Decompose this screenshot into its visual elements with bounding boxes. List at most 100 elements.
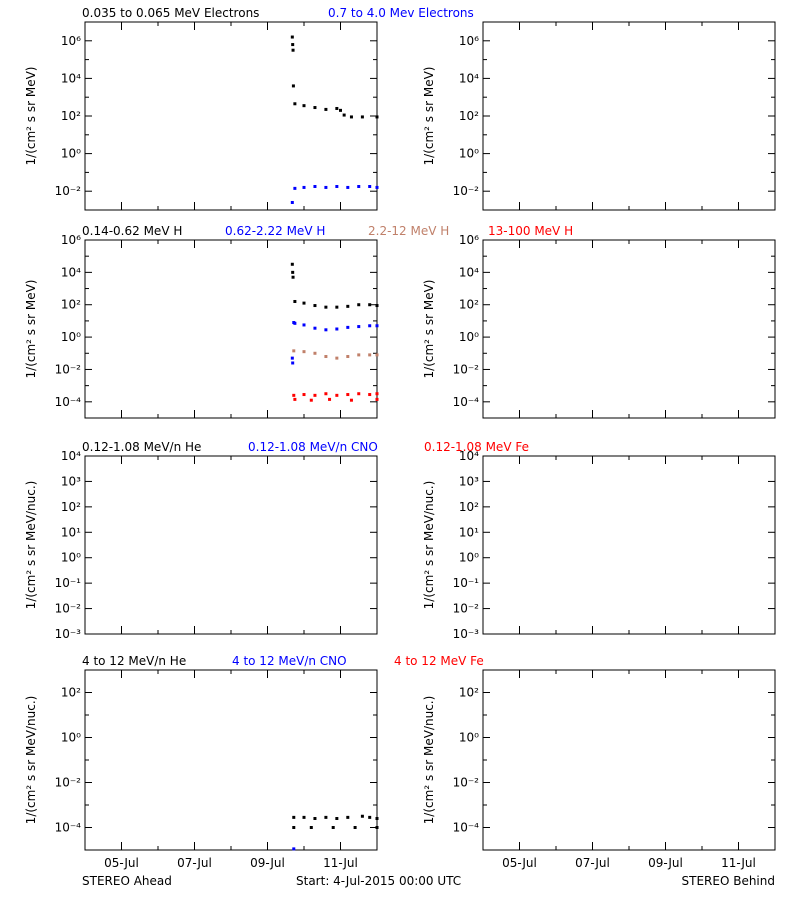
ytick-label-low-energy-ions-ahead-7: 10⁴: [61, 449, 81, 463]
data-point-electrons-0-11: [349, 115, 353, 119]
data-point-electrons-0-8: [335, 106, 339, 110]
panel-frame-high-energy-ions-behind: [482, 669, 776, 851]
data-point-protons-0-2: [291, 275, 295, 279]
ytick-label-low-energy-ions-behind-7: 10⁴: [459, 449, 479, 463]
data-point-electrons-1-2: [302, 185, 306, 189]
data-point-protons-3-2: [313, 393, 317, 397]
panel-frame-protons-behind: [482, 239, 776, 419]
ytick-label-protons-ahead-4: 10⁴: [61, 265, 81, 279]
panel-frame-electrons-behind: [482, 21, 776, 211]
data-point-protons-0-6: [324, 305, 328, 309]
y-axis-label-low-energy-ions-behind: 1/(cm² s sr MeV/nuc.): [422, 481, 436, 610]
data-point-protons-1-1: [291, 361, 295, 365]
ytick-label-high-energy-ions-ahead-1: 10⁻²: [55, 776, 82, 790]
data-point-protons-2-3: [324, 355, 328, 359]
ytick-label-high-energy-ions-behind-3: 10²: [459, 686, 479, 700]
ytick-label-low-energy-ions-ahead-3: 10⁰: [61, 551, 81, 565]
data-point-high-energy-ions-1-0: [292, 847, 296, 851]
data-point-protons-0-0: [290, 262, 294, 266]
data-point-electrons-0-9: [339, 108, 342, 112]
panel-frame-low-energy-ions-behind: [482, 455, 776, 635]
ytick-label-protons-behind-0: 10⁻⁴: [453, 395, 480, 409]
data-point-protons-1-9: [357, 325, 361, 329]
data-point-protons-0-11: [375, 304, 379, 308]
legend-protons-2: 2.2-12 MeV H: [368, 224, 449, 238]
ytick-label-protons-behind-4: 10⁴: [459, 265, 479, 279]
data-point-protons-2-8: [375, 353, 379, 357]
data-point-protons-2-6: [357, 353, 361, 357]
y-axis-label-high-energy-ions-behind: 1/(cm² s sr MeV/nuc.): [422, 696, 436, 825]
data-point-high-energy-ions-0-1: [302, 815, 306, 819]
data-point-electrons-0-10: [342, 113, 346, 117]
ytick-label-electrons-ahead-0: 10⁻²: [55, 184, 82, 198]
panel-frame-electrons-ahead: [84, 21, 378, 211]
ytick-label-low-energy-ions-behind-4: 10¹: [459, 525, 479, 539]
data-point-electrons-0-13: [375, 115, 379, 119]
data-point-electrons-0-0: [290, 35, 294, 39]
ytick-label-electrons-ahead-1: 10⁰: [61, 147, 81, 161]
y-axis-label-high-energy-ions-ahead: 1/(cm² s sr MeV/nuc.): [24, 696, 38, 825]
data-point-electrons-1-9: [375, 185, 379, 189]
ytick-label-electrons-behind-4: 10⁶: [459, 34, 479, 48]
data-point-electrons-1-1: [293, 186, 297, 190]
data-point-high-energy-ions-0-13: [375, 826, 379, 829]
ytick-label-high-energy-ions-ahead-2: 10⁰: [61, 731, 81, 745]
data-point-electrons-0-1: [291, 43, 295, 47]
data-point-protons-3-7: [368, 393, 372, 397]
legend-low-energy-ions-0: 0.12-1.08 MeV/n He: [82, 440, 201, 454]
data-point-protons-0-7: [335, 305, 339, 309]
ytick-label-protons-behind-3: 10²: [459, 298, 479, 312]
data-point-protons-2-0: [292, 349, 296, 353]
panel-frame-protons-ahead: [84, 239, 378, 419]
data-point-electrons-1-5: [335, 185, 339, 188]
ytick-label-electrons-behind-3: 10⁴: [459, 71, 479, 85]
xtick-label-high-energy-ions-ahead-2: 09-Jul: [250, 856, 285, 870]
data-point-protons-3-5: [346, 393, 350, 397]
ytick-label-low-energy-ions-ahead-6: 10³: [61, 474, 81, 488]
xtick-label-high-energy-ions-ahead-1: 07-Jul: [177, 856, 212, 870]
y-axis-label-protons-behind: 1/(cm² s sr MeV): [422, 280, 436, 379]
xtick-label-high-energy-ions-behind-0: 05-Jul: [502, 856, 537, 870]
ytick-label-low-energy-ions-behind-3: 10⁰: [459, 551, 479, 565]
data-point-protons-3-12: [349, 398, 353, 402]
data-point-protons-0-10: [368, 303, 372, 307]
data-point-protons-2-4: [335, 356, 339, 360]
xtick-label-high-energy-ions-behind-2: 09-Jul: [648, 856, 683, 870]
data-point-protons-1-8: [346, 325, 350, 329]
ytick-label-low-energy-ions-behind-5: 10²: [459, 500, 479, 514]
ytick-label-protons-ahead-0: 10⁻⁴: [55, 395, 82, 409]
ytick-label-protons-behind-2: 10⁰: [459, 330, 479, 344]
xtick-label-high-energy-ions-ahead-3: 11-Jul: [323, 856, 358, 870]
xtick-label-high-energy-ions-behind-3: 11-Jul: [721, 856, 756, 870]
legend-protons-1: 0.62-2.22 MeV H: [225, 224, 325, 238]
data-point-high-energy-ions-0-3: [324, 815, 328, 819]
legend-high-energy-ions-1: 4 to 12 MeV/n CNO: [232, 654, 347, 668]
data-point-protons-0-1: [291, 270, 295, 274]
data-point-electrons-0-3: [291, 84, 295, 88]
ytick-label-low-energy-ions-behind-6: 10³: [459, 474, 479, 488]
ytick-label-electrons-ahead-4: 10⁶: [61, 34, 81, 48]
y-axis-label-protons-ahead: 1/(cm² s sr MeV): [24, 280, 38, 379]
ytick-label-high-energy-ions-ahead-0: 10⁻⁴: [55, 821, 82, 835]
footer-start-time: Start: 4-Jul-2015 00:00 UTC: [296, 874, 461, 888]
ytick-label-low-energy-ions-ahead-2: 10⁻¹: [55, 576, 82, 590]
data-point-electrons-0-6: [313, 106, 317, 110]
data-point-high-energy-ions-0-11: [331, 826, 335, 829]
legend-electrons-0: 0.035 to 0.065 MeV Electrons: [82, 6, 259, 20]
data-point-electrons-0-5: [302, 104, 306, 108]
ytick-label-protons-behind-1: 10⁻²: [453, 362, 480, 376]
data-point-high-energy-ions-0-2: [313, 817, 317, 820]
data-point-high-energy-ions-0-5: [346, 815, 350, 819]
ytick-label-high-energy-ions-behind-2: 10⁰: [459, 731, 479, 745]
data-point-protons-3-10: [309, 398, 313, 402]
data-point-protons-1-3: [293, 321, 297, 325]
y-axis-label-electrons-ahead: 1/(cm² s sr MeV): [24, 67, 38, 166]
xtick-label-high-energy-ions-behind-1: 07-Jul: [575, 856, 610, 870]
data-point-protons-3-8: [375, 392, 379, 396]
data-point-electrons-1-0: [290, 200, 294, 204]
data-point-protons-1-4: [302, 323, 306, 327]
ytick-label-electrons-ahead-3: 10⁴: [61, 71, 81, 85]
legend-electrons-1: 0.7 to 4.0 Mev Electrons: [328, 6, 474, 20]
data-point-electrons-1-3: [313, 185, 317, 188]
